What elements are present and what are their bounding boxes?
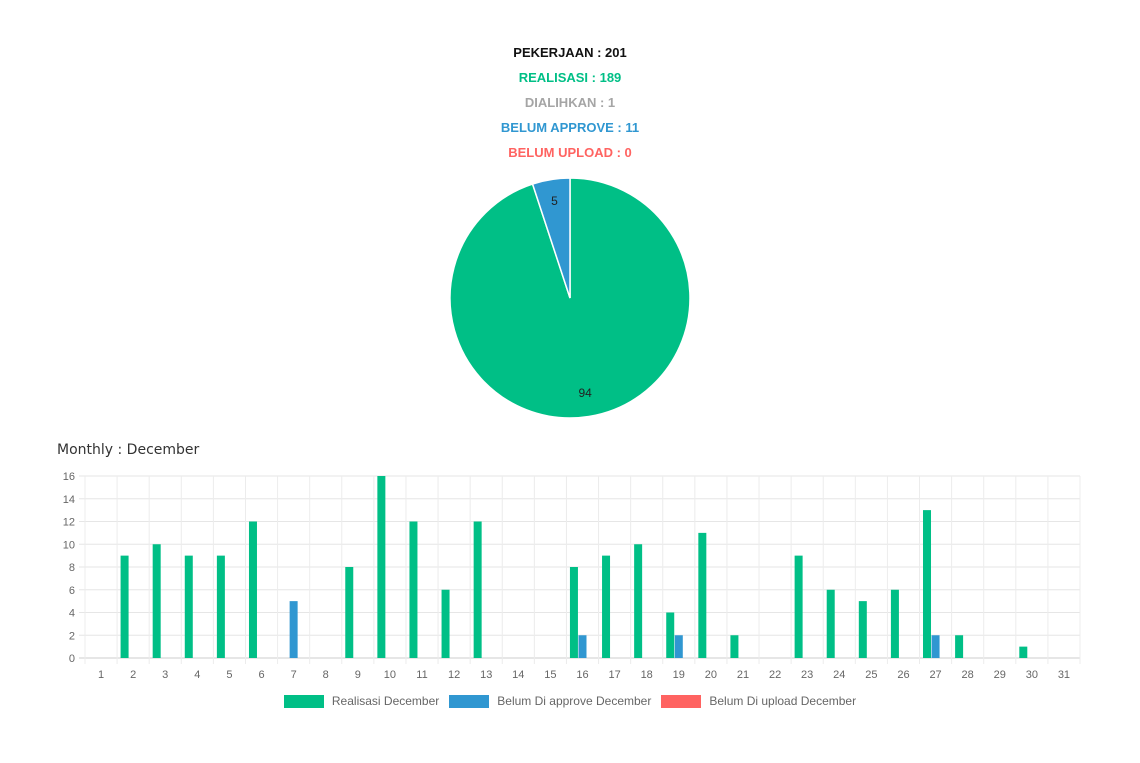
x-tick-label: 21 xyxy=(737,669,749,681)
x-tick-label: 2 xyxy=(130,669,136,681)
bar[interactable] xyxy=(931,635,940,658)
dialihkan-count: DIALIHKAN : 1 xyxy=(524,95,616,110)
x-tick-label: 31 xyxy=(1058,669,1070,681)
bar[interactable] xyxy=(184,555,193,658)
x-tick-label: 17 xyxy=(608,669,620,681)
x-tick-label: 24 xyxy=(833,669,845,681)
bar[interactable] xyxy=(216,555,225,658)
pie-slice[interactable] xyxy=(531,177,571,299)
monthly-title: Monthly : December xyxy=(57,442,200,458)
y-tick-label: 8 xyxy=(69,562,75,574)
x-tick-label: 25 xyxy=(865,669,877,681)
x-tick-label: 14 xyxy=(512,669,524,681)
x-tick-label: 23 xyxy=(801,669,813,681)
x-tick-label: 3 xyxy=(162,669,168,681)
bar[interactable] xyxy=(674,635,683,658)
bar[interactable] xyxy=(120,555,129,658)
x-tick-label: 6 xyxy=(258,669,264,681)
x-tick-label: 10 xyxy=(384,669,396,681)
legend-swatch-belum-approve xyxy=(449,694,490,708)
legend-label-belum-upload: Belum Di upload December xyxy=(709,694,857,708)
bar[interactable] xyxy=(794,555,803,658)
summary-stats: PEKERJAAN : 201 REALISASI : 189 DIALIHKA… xyxy=(0,44,1140,169)
y-tick-label: 10 xyxy=(63,539,75,551)
legend-item-realisasi[interactable]: Realisasi December xyxy=(283,694,440,708)
pie-data-label: 94 xyxy=(578,386,592,400)
x-tick-label: 28 xyxy=(962,669,974,681)
x-tick-label: 13 xyxy=(480,669,492,681)
y-tick-label: 16 xyxy=(63,471,75,483)
x-tick-label: 30 xyxy=(1026,669,1038,681)
x-tick-label: 20 xyxy=(705,669,717,681)
belum-approve-count: BELUM APPROVE : 11 xyxy=(500,120,640,135)
legend-item-belum-upload[interactable]: Belum Di upload December xyxy=(661,694,856,708)
bar[interactable] xyxy=(345,567,354,658)
bar[interactable] xyxy=(923,510,932,658)
bar[interactable] xyxy=(890,589,899,658)
y-tick-label: 6 xyxy=(69,585,75,597)
x-tick-label: 12 xyxy=(448,669,460,681)
x-tick-label: 27 xyxy=(929,669,941,681)
legend-item-belum-approve[interactable]: Belum Di approve December xyxy=(449,694,651,708)
x-tick-label: 1 xyxy=(98,669,104,681)
y-tick-label: 4 xyxy=(69,608,75,620)
bar[interactable] xyxy=(602,555,611,658)
bar[interactable] xyxy=(634,544,643,658)
y-tick-label: 14 xyxy=(63,494,75,506)
x-tick-label: 15 xyxy=(544,669,556,681)
bar[interactable] xyxy=(858,601,867,658)
bar[interactable] xyxy=(578,635,587,658)
x-tick-label: 26 xyxy=(897,669,909,681)
y-tick-label: 0 xyxy=(69,653,75,665)
x-tick-label: 19 xyxy=(673,669,685,681)
bar[interactable] xyxy=(377,476,386,658)
bar[interactable] xyxy=(409,521,418,659)
x-tick-label: 7 xyxy=(291,669,297,681)
bar[interactable] xyxy=(289,601,298,658)
bar[interactable] xyxy=(473,521,482,659)
x-tick-label: 4 xyxy=(194,669,200,681)
belum-upload-count: BELUM UPLOAD : 0 xyxy=(508,145,632,160)
pie-data-label: 5 xyxy=(551,194,558,208)
bar[interactable] xyxy=(248,521,257,659)
bar[interactable] xyxy=(826,589,835,658)
x-tick-label: 8 xyxy=(323,669,329,681)
realisasi-count: REALISASI : 189 xyxy=(518,70,622,85)
bar[interactable] xyxy=(698,532,707,658)
bar[interactable] xyxy=(666,612,675,659)
legend-swatch-realisasi xyxy=(283,694,324,708)
pie-chart[interactable]: 94 5 xyxy=(448,176,692,420)
legend-label-realisasi: Realisasi December xyxy=(331,694,440,708)
bar[interactable] xyxy=(955,635,964,658)
x-tick-label: 16 xyxy=(576,669,588,681)
x-tick-label: 29 xyxy=(994,669,1006,681)
x-tick-label: 11 xyxy=(416,669,427,681)
x-tick-label: 22 xyxy=(769,669,781,681)
pekerjaan-count: PEKERJAAN : 201 xyxy=(513,45,627,60)
bar[interactable] xyxy=(152,544,161,658)
legend-swatch-belum-upload xyxy=(661,694,702,708)
bar[interactable] xyxy=(1019,646,1028,658)
chart-legend: Realisasi December Belum Di approve Dece… xyxy=(0,694,1140,708)
x-tick-label: 9 xyxy=(355,669,361,681)
x-tick-label: 18 xyxy=(641,669,653,681)
y-tick-label: 2 xyxy=(69,630,75,642)
bar[interactable] xyxy=(569,567,578,658)
legend-label-belum-approve: Belum Di approve December xyxy=(497,694,652,708)
bar[interactable] xyxy=(441,589,450,658)
y-tick-label: 12 xyxy=(63,517,75,529)
bar[interactable] xyxy=(730,635,739,658)
x-tick-label: 5 xyxy=(226,669,232,681)
